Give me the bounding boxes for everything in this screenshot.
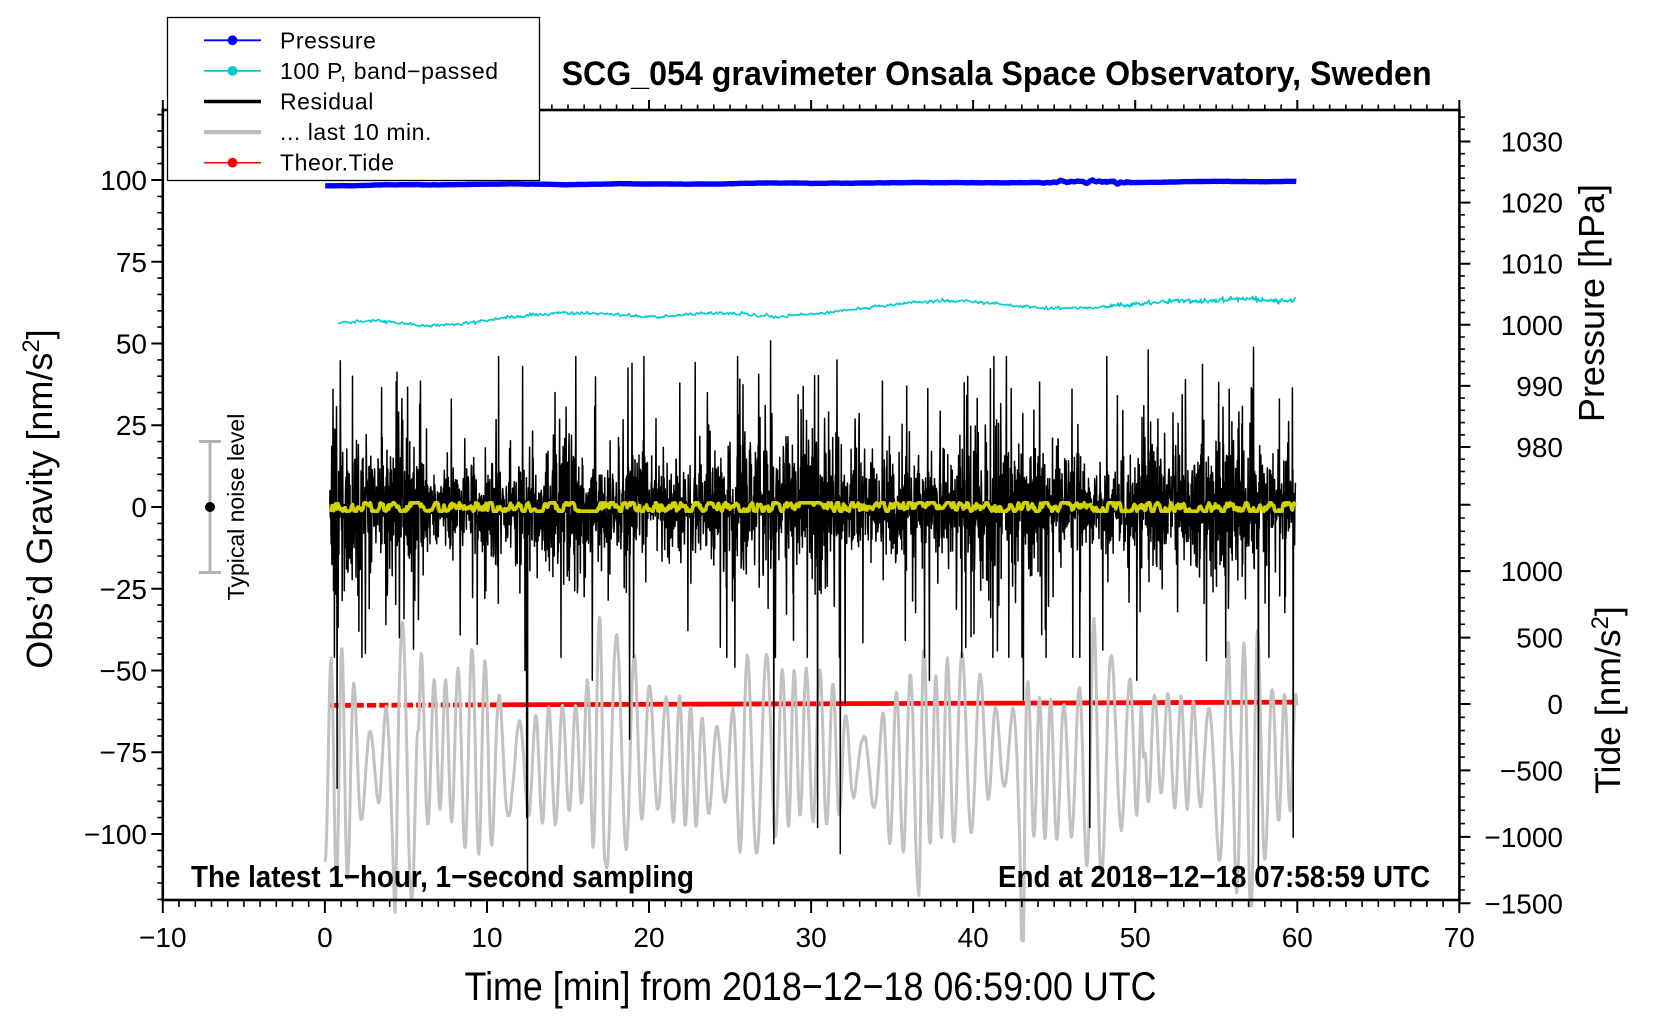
- svg-text:Typical noise level: Typical noise level: [223, 414, 249, 601]
- svg-text:70: 70: [1444, 922, 1475, 953]
- svg-text:20: 20: [633, 922, 664, 953]
- svg-text:75: 75: [116, 247, 147, 278]
- svg-text:0: 0: [131, 492, 147, 523]
- svg-text:−100: −100: [84, 819, 147, 850]
- svg-text:−25: −25: [100, 574, 148, 605]
- svg-text:−500: −500: [1500, 755, 1563, 786]
- svg-text:500: 500: [1516, 623, 1563, 654]
- svg-text:60: 60: [1282, 922, 1313, 953]
- svg-text:The latest 1−hour, 1−second sa: The latest 1−hour, 1−second sampling: [191, 859, 694, 894]
- svg-text:0: 0: [317, 922, 333, 953]
- svg-text:Pressure: Pressure: [280, 27, 376, 53]
- svg-text:−1000: −1000: [1484, 822, 1563, 853]
- svg-text:1000: 1000: [1501, 310, 1563, 341]
- svg-text:−75: −75: [100, 737, 148, 768]
- svg-text:End at 2018−12−18 07:58:59 UTC: End at 2018−12−18 07:58:59 UTC: [998, 859, 1430, 894]
- svg-text:1010: 1010: [1501, 249, 1563, 280]
- svg-text:100: 100: [100, 165, 147, 196]
- svg-text:Tide [nm/s2]: Tide [nm/s2]: [1587, 606, 1628, 794]
- svg-text:0: 0: [1547, 689, 1563, 720]
- svg-text:100 P, band−passed: 100 P, band−passed: [280, 58, 499, 84]
- svg-text:−1500: −1500: [1484, 888, 1563, 919]
- svg-text:1000: 1000: [1501, 556, 1563, 587]
- svg-text:1020: 1020: [1501, 188, 1563, 219]
- svg-text:50: 50: [1120, 922, 1151, 953]
- svg-text:Time [min] from 2018−12−18 06:: Time [min] from 2018−12−18 06:59:00 UTC: [465, 965, 1157, 1009]
- svg-text:−10: −10: [139, 922, 187, 953]
- svg-text:Pressure [hPa]: Pressure [hPa]: [1571, 184, 1612, 422]
- svg-text:25: 25: [116, 410, 147, 441]
- svg-text:Residual: Residual: [280, 89, 374, 115]
- svg-text:1030: 1030: [1501, 127, 1563, 158]
- svg-text:10: 10: [471, 922, 502, 953]
- svg-text:Theor.Tide: Theor.Tide: [280, 150, 395, 176]
- svg-text:50: 50: [116, 329, 147, 360]
- svg-text:30: 30: [796, 922, 827, 953]
- svg-text:... last 10 min.: ... last 10 min.: [280, 119, 432, 145]
- svg-text:Obs’d Gravity [nm/s2]: Obs’d Gravity [nm/s2]: [18, 329, 60, 668]
- svg-text:990: 990: [1516, 371, 1563, 402]
- svg-text:40: 40: [958, 922, 989, 953]
- svg-text:SCG_054 gravimeter Onsala Spac: SCG_054 gravimeter Onsala Space Observat…: [562, 55, 1432, 93]
- svg-text:−50: −50: [100, 656, 148, 687]
- svg-text:980: 980: [1516, 432, 1563, 463]
